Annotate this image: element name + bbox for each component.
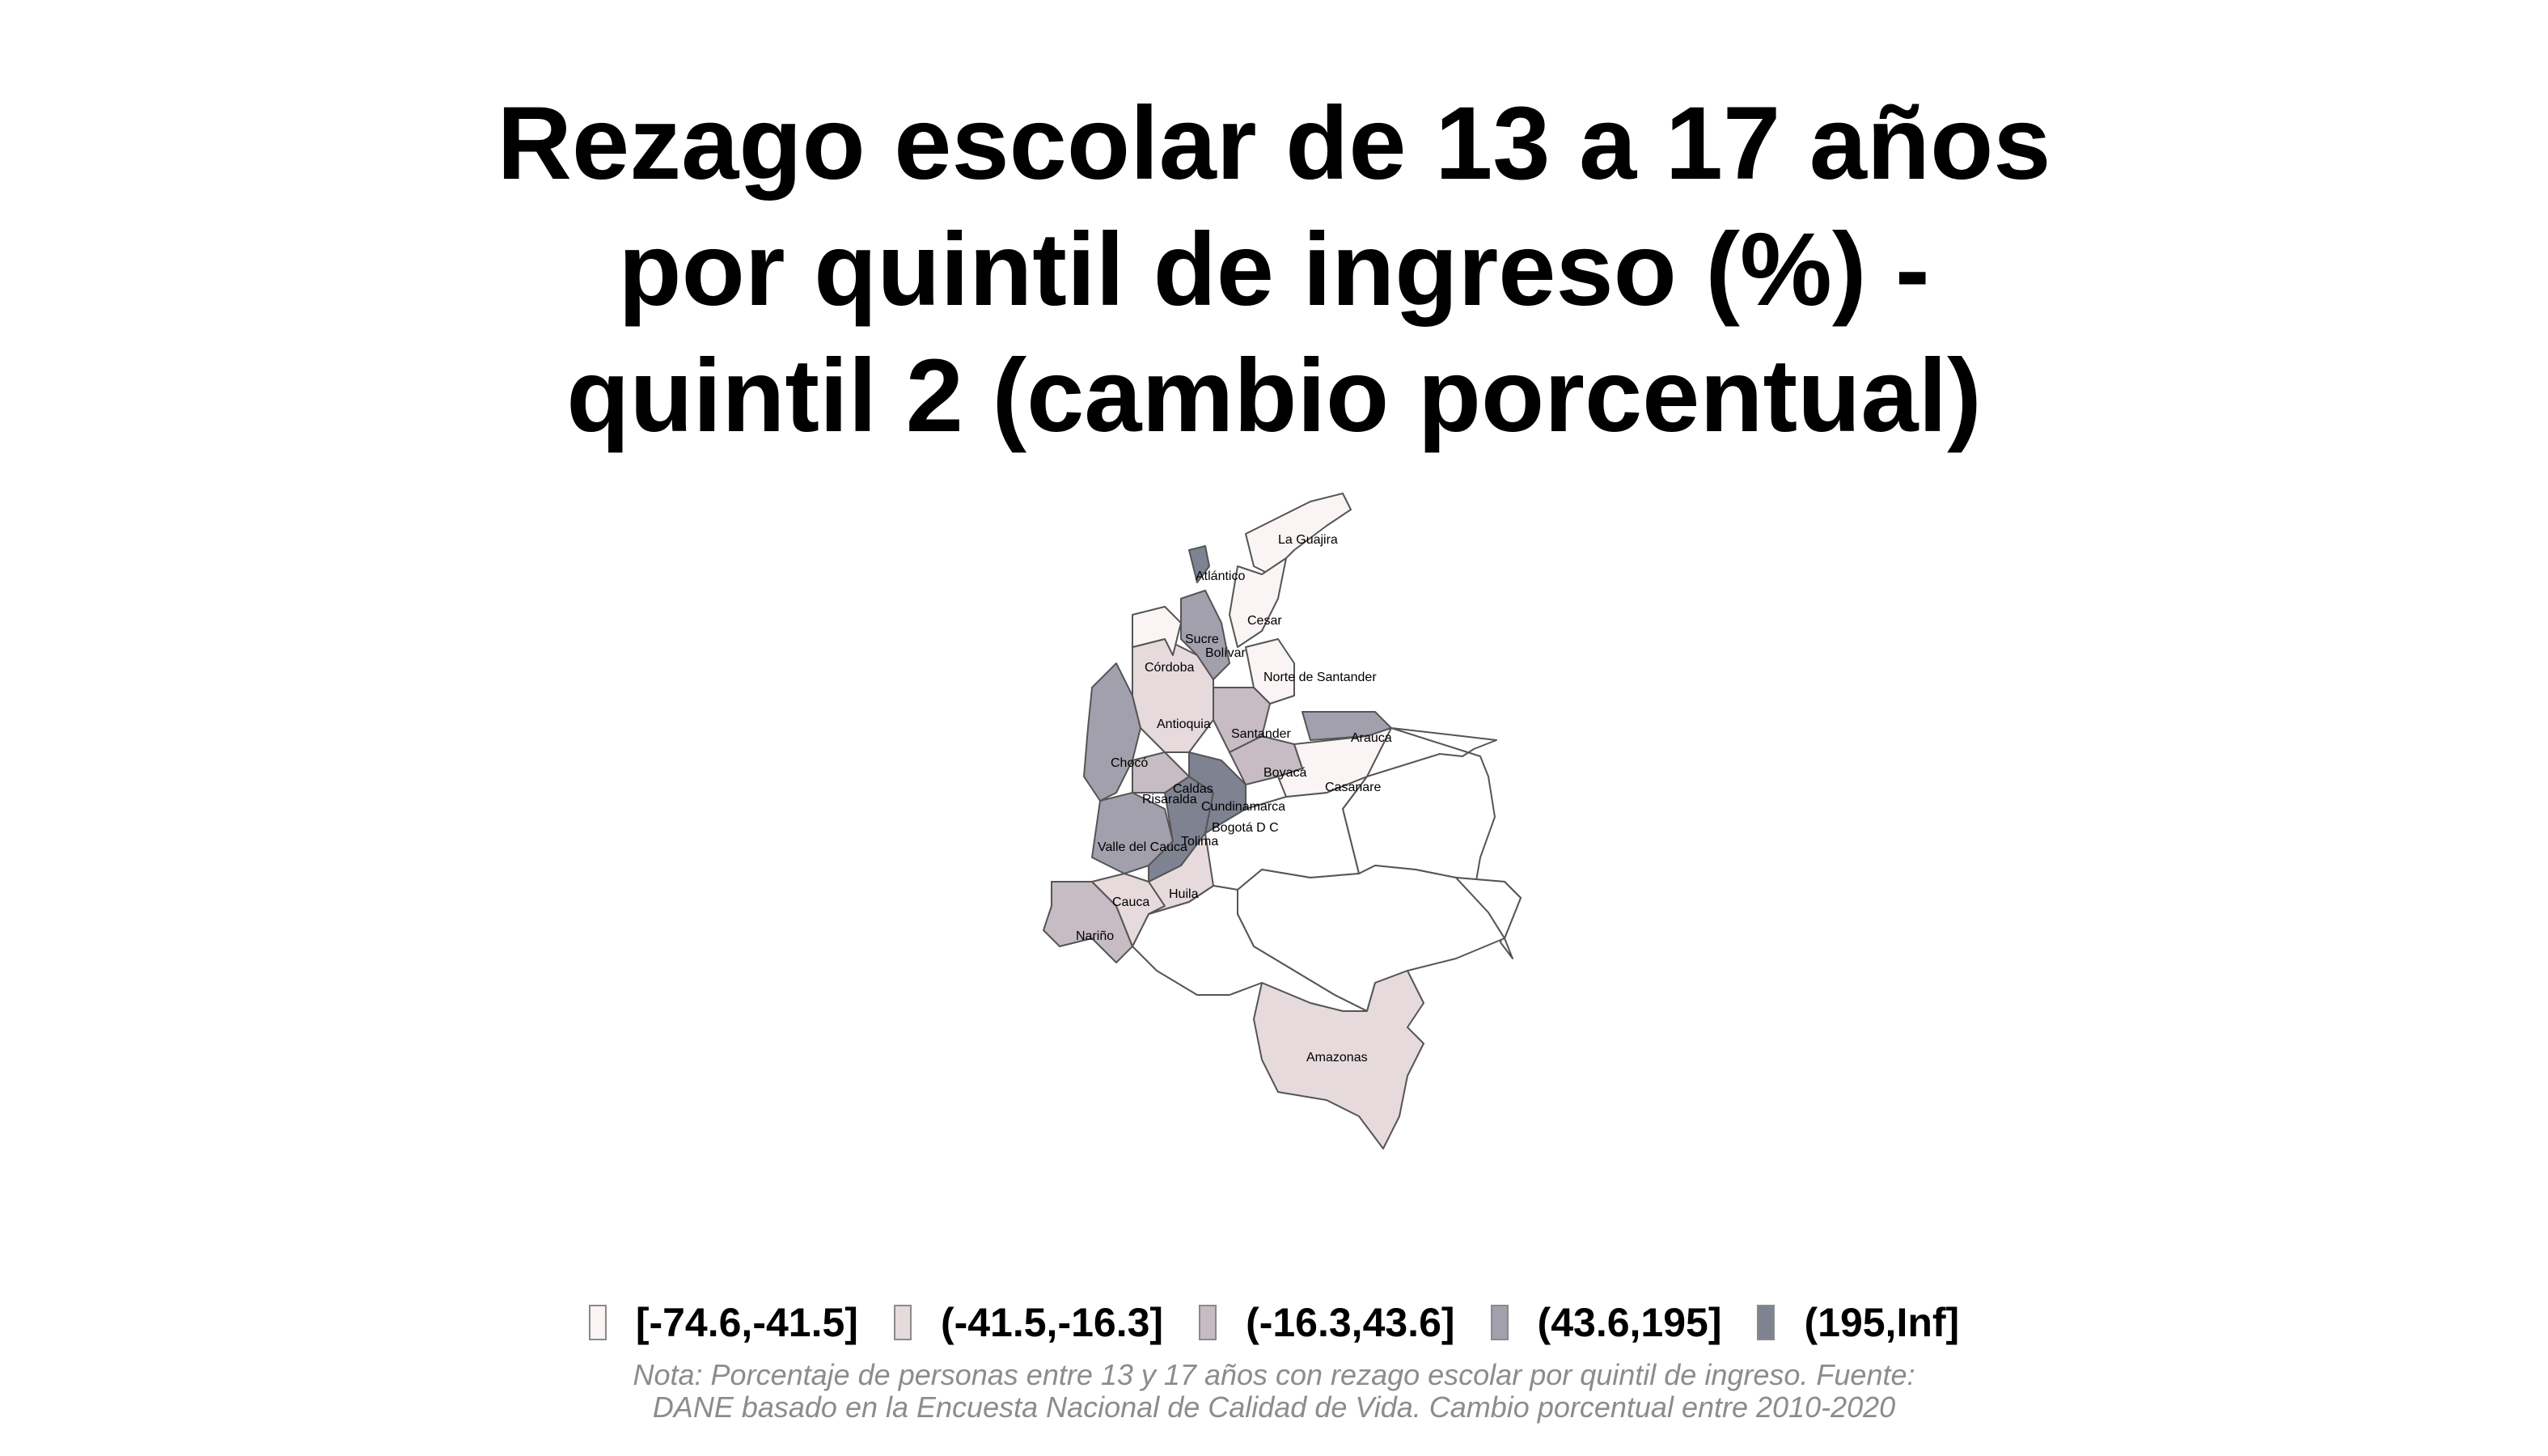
department-label: La Guajira bbox=[1278, 533, 1338, 547]
department-label: Córdoba bbox=[1145, 661, 1194, 675]
region-risaralda-caldas bbox=[1132, 751, 1190, 794]
legend-item: (195,Inf] bbox=[1757, 1299, 1959, 1346]
department-label: Santander bbox=[1231, 727, 1292, 741]
region-casanare bbox=[1277, 727, 1392, 798]
legend-label: [-74.6,-41.5] bbox=[635, 1300, 858, 1345]
department-label: Bogotá D C bbox=[1212, 821, 1279, 835]
department-label: Arauca bbox=[1351, 731, 1392, 745]
region-antioquia bbox=[1132, 638, 1214, 753]
map-title: Rezago escolar de 13 a 17 años por quint… bbox=[0, 81, 2548, 459]
legend-swatch bbox=[1490, 1305, 1509, 1340]
department-label: Nariño bbox=[1076, 929, 1114, 943]
department-label: Huila bbox=[1169, 887, 1199, 901]
legend-item: [-74.6,-41.5] bbox=[588, 1299, 858, 1346]
region-cesar bbox=[1229, 557, 1287, 648]
department-label: Chocó bbox=[1111, 756, 1148, 770]
department-label: Valle del Cauca bbox=[1098, 840, 1187, 854]
title-line-1: Rezago escolar de 13 a 17 años bbox=[497, 86, 2051, 201]
legend-swatch bbox=[588, 1305, 607, 1340]
region-cordoba bbox=[1132, 606, 1182, 656]
legend-item: (43.6,195] bbox=[1490, 1299, 1722, 1346]
region-guainia bbox=[1455, 877, 1522, 939]
department-label: Sucre bbox=[1185, 633, 1219, 646]
legend-swatch bbox=[1757, 1305, 1776, 1340]
title-line-2: por quintil de ingreso (%) - bbox=[618, 212, 1930, 328]
legend-label: (43.6,195] bbox=[1537, 1300, 1722, 1345]
department-label: Norte de Santander bbox=[1263, 671, 1377, 684]
legend-swatch bbox=[893, 1305, 912, 1340]
department-label: Boyacá bbox=[1263, 766, 1306, 780]
department-label: Antioquia bbox=[1157, 717, 1211, 731]
department-label: Caldas bbox=[1173, 782, 1213, 796]
title-line-3: quintil 2 (cambio porcentual) bbox=[566, 338, 1982, 454]
legend-swatch bbox=[1199, 1305, 1217, 1340]
department-label: Cundinamarca bbox=[1201, 800, 1285, 814]
legend-label: (195,Inf] bbox=[1804, 1300, 1960, 1345]
source-note: Nota: Porcentaje de personas entre 13 y … bbox=[0, 1359, 2548, 1424]
department-label: Casanare bbox=[1325, 781, 1381, 794]
department-label: Atlántico bbox=[1196, 569, 1245, 583]
department-label: Amazonas bbox=[1306, 1051, 1368, 1064]
region-cundinamarca bbox=[1188, 751, 1246, 834]
legend-item: (-41.5,-16.3] bbox=[893, 1299, 1164, 1346]
note-line-2: DANE basado en la Encuesta Nacional de C… bbox=[652, 1390, 1896, 1424]
legend-label: (-16.3,43.6] bbox=[1246, 1300, 1455, 1345]
region-sucre-bolivar bbox=[1180, 590, 1230, 680]
department-label: Bolívar bbox=[1205, 646, 1246, 660]
department-label: Risaralda bbox=[1142, 793, 1197, 806]
map-regions bbox=[1043, 493, 1522, 1149]
region-amazonas bbox=[1253, 970, 1424, 1149]
department-label: Cesar bbox=[1247, 614, 1282, 628]
region-atlantico bbox=[1188, 545, 1210, 583]
region-la-guajira bbox=[1245, 493, 1352, 575]
legend: [-74.6,-41.5] (-41.5,-16.3] (-16.3,43.6]… bbox=[0, 1294, 2548, 1351]
department-label: Tolima bbox=[1181, 835, 1218, 849]
note-line-1: Nota: Porcentaje de personas entre 13 y … bbox=[633, 1358, 1915, 1391]
legend-item: (-16.3,43.6] bbox=[1199, 1299, 1455, 1346]
legend-label: (-41.5,-16.3] bbox=[940, 1300, 1164, 1345]
department-label: Cauca bbox=[1112, 895, 1149, 909]
